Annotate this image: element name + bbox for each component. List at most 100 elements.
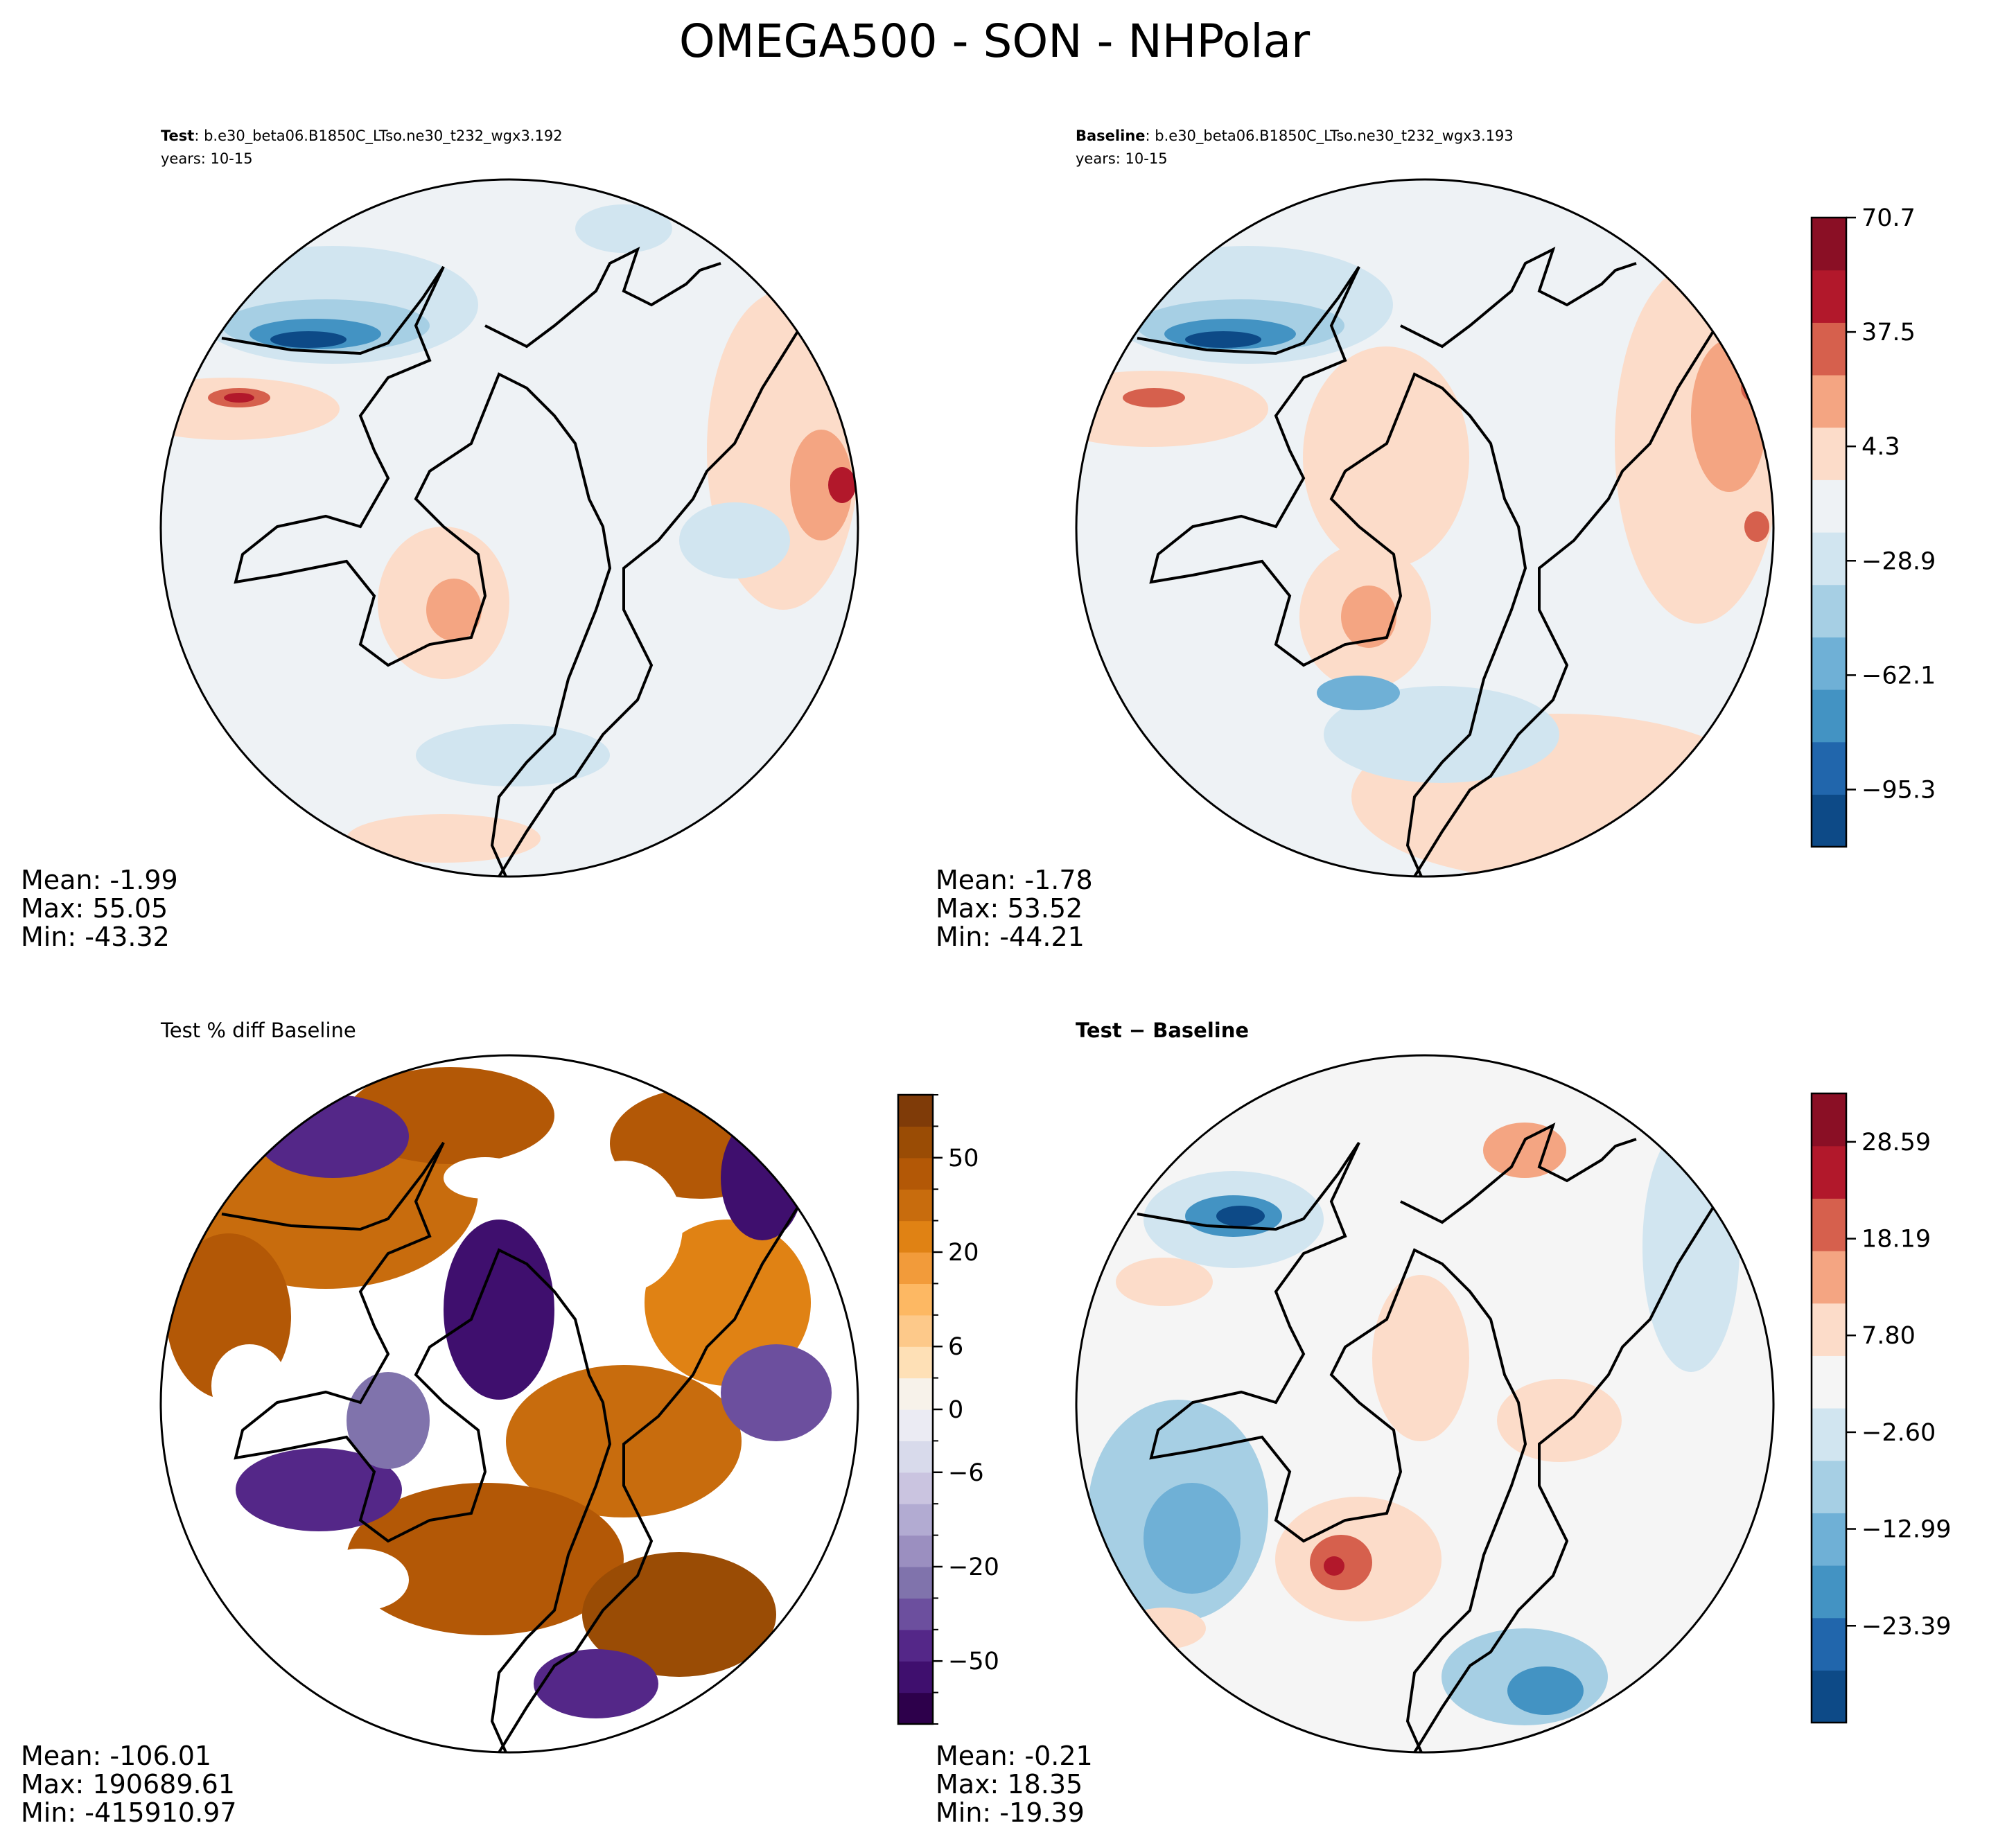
colorbar-diff-outline: [1810, 1092, 1848, 1724]
colorbar-pctdiff-color-band: [898, 1126, 933, 1159]
coastline: [1137, 1141, 1527, 1752]
colorbar-top: 70.7 37.5 4.3 −28.9 −62.1 −95.3: [1810, 204, 1936, 848]
colorbar-top-color-band: [1812, 218, 1846, 271]
panel-diff-max: Max: 18.35: [936, 1769, 1083, 1799]
colorbar-pctdiff-tick-label: −6: [948, 1459, 984, 1487]
field-blob: [270, 331, 347, 348]
field-blob: [161, 378, 340, 440]
colorbar-pctdiff-tick-label: 50: [948, 1145, 979, 1172]
map-test-border: [159, 178, 859, 878]
field-blob: [724, 1479, 800, 1542]
field-blob: [347, 1372, 430, 1469]
colorbar-pctdiff-color-band: [898, 1598, 933, 1630]
figure-title: OMEGA500 - SON - NHPolar: [679, 15, 1311, 68]
coastline: [1137, 265, 1527, 877]
colorbar-top-color-band: [1812, 584, 1846, 637]
colorbar-top-tick-label: 70.7: [1861, 204, 1916, 232]
colorbar-top-color-band: [1812, 270, 1846, 323]
colorbar-diff-color-band: [1812, 1145, 1846, 1199]
map-pctdiff-border: [159, 1054, 859, 1754]
field-blob: [1123, 1608, 1206, 1649]
panel-baseline-subtitle: years: 10-15: [1076, 150, 1168, 167]
panel-pctdiff-title: Test % diff Baseline: [160, 1019, 356, 1042]
colorbar-top-color-band: [1812, 375, 1846, 428]
field-blob: [721, 1116, 804, 1240]
panel-test-title-rest: : b.e30_beta06.B1850C_LTso.ne30_t232_wgx…: [194, 127, 562, 145]
map-baseline-border: [1075, 178, 1775, 878]
colorbar-diff-tick-label: 7.80: [1861, 1322, 1916, 1350]
field-blob: [565, 1161, 683, 1292]
colorbar-pctdiff-color-band: [898, 1346, 933, 1379]
panel-baseline-title-bold: Baseline: [1076, 127, 1146, 144]
field-blob: [347, 814, 541, 863]
colorbar-pctdiff-color-band: [898, 1472, 933, 1504]
panel-test-subtitle: years: 10-15: [161, 150, 253, 167]
field-blob: [236, 1448, 402, 1531]
field-blob: [211, 1344, 288, 1427]
field-blob: [1324, 686, 1559, 783]
field-blob: [506, 1365, 742, 1517]
panel-pctdiff-min: Min: -415910.97: [21, 1797, 237, 1828]
colorbar-pctdiff-color-band: [898, 1378, 933, 1410]
field-blob: [1317, 676, 1400, 710]
field-blob: [1303, 346, 1469, 568]
field-blob: [444, 1220, 554, 1400]
colorbar-diff-tick-label: 28.59: [1861, 1129, 1931, 1156]
panel-diff-min: Min: -19.39: [936, 1797, 1085, 1828]
panel-baseline-min: Min: -44.21: [936, 922, 1085, 952]
colorbar-top-color-band: [1812, 532, 1846, 586]
field-blob: [828, 467, 856, 503]
field-blob: [347, 1483, 624, 1635]
colorbar-pctdiff-color-band: [898, 1692, 933, 1725]
panel-baseline-title-rest: : b.e30_beta06.B1850C_LTso.ne30_t232_wgx…: [1146, 127, 1514, 145]
colorbar-diff-color-band: [1812, 1093, 1846, 1147]
colorbar-pctdiff-color-band: [898, 1661, 933, 1693]
colorbar-pctdiff-tick-label: 20: [948, 1239, 979, 1267]
panel-baseline: Baseline: b.e30_beta06.B1850C_LTso.ne30_…: [936, 127, 1775, 952]
colorbar-pctdiff-tick-label: −50: [948, 1648, 999, 1675]
colorbar-top-color-band: [1812, 427, 1846, 480]
field-blob: [312, 1549, 409, 1611]
colorbar-diff-tick-label: −2.60: [1861, 1419, 1936, 1447]
panel-test-title-bold: Test: [161, 127, 194, 144]
panel-pctdiff-mean: Mean: -106.01: [21, 1741, 211, 1771]
colorbar-top-color-band: [1812, 479, 1846, 533]
colorbar-pctdiff: 50 20 6 0 −6 −20 −50: [897, 1093, 999, 1725]
field-blob: [426, 579, 482, 641]
field-blob: [645, 1220, 811, 1386]
colorbar-diff-color-band: [1812, 1355, 1846, 1409]
field-blob: [1324, 1556, 1344, 1576]
field-blob: [1507, 1666, 1584, 1715]
field-blob: [1116, 1258, 1213, 1306]
panel-pctdiff: Test % diff Baseline: [21, 1019, 859, 1828]
colorbar-diff-color-band: [1812, 1617, 1846, 1671]
colorbar-diff-color-band: [1812, 1460, 1846, 1513]
colorbar-diff-color-band: [1812, 1565, 1846, 1619]
colorbar-diff-color-band: [1812, 1408, 1846, 1461]
colorbar-pctdiff-color-band: [898, 1441, 933, 1473]
colorbar-pctdiff-color-band: [898, 1409, 933, 1441]
panel-baseline-mean: Mean: -1.78: [936, 865, 1093, 895]
colorbar-pctdiff-color-band: [898, 1535, 933, 1567]
colorbar-diff-color-band: [1812, 1513, 1846, 1566]
colorbar-diff-color-band: [1812, 1251, 1846, 1304]
coastline: [1400, 1123, 1637, 1224]
panel-test-min: Min: -43.32: [21, 922, 170, 952]
colorbar-diff-color-band: [1812, 1670, 1846, 1723]
coastline: [221, 1141, 612, 1752]
colorbar-top-outline: [1810, 216, 1848, 848]
map-diff: [1076, 1055, 1773, 1752]
field-blob: [1483, 1123, 1566, 1178]
field-blob: [1372, 1275, 1469, 1441]
panel-test-mean: Mean: -1.99: [21, 865, 178, 895]
field-blob: [256, 1095, 409, 1178]
colorbar-top-color-band: [1812, 322, 1846, 376]
panel-baseline-title: Baseline: b.e30_beta06.B1850C_LTso.ne30_…: [1076, 127, 1514, 145]
field-blob: [1123, 388, 1185, 407]
map-test: [161, 179, 858, 877]
colorbar-pctdiff-color-band: [898, 1314, 933, 1347]
colorbar-top-color-band: [1812, 741, 1846, 795]
colorbar-pctdiff-color-band: [898, 1283, 933, 1316]
field-blob: [1642, 1123, 1740, 1372]
colorbar-diff-tick-label: −23.39: [1861, 1612, 1952, 1640]
